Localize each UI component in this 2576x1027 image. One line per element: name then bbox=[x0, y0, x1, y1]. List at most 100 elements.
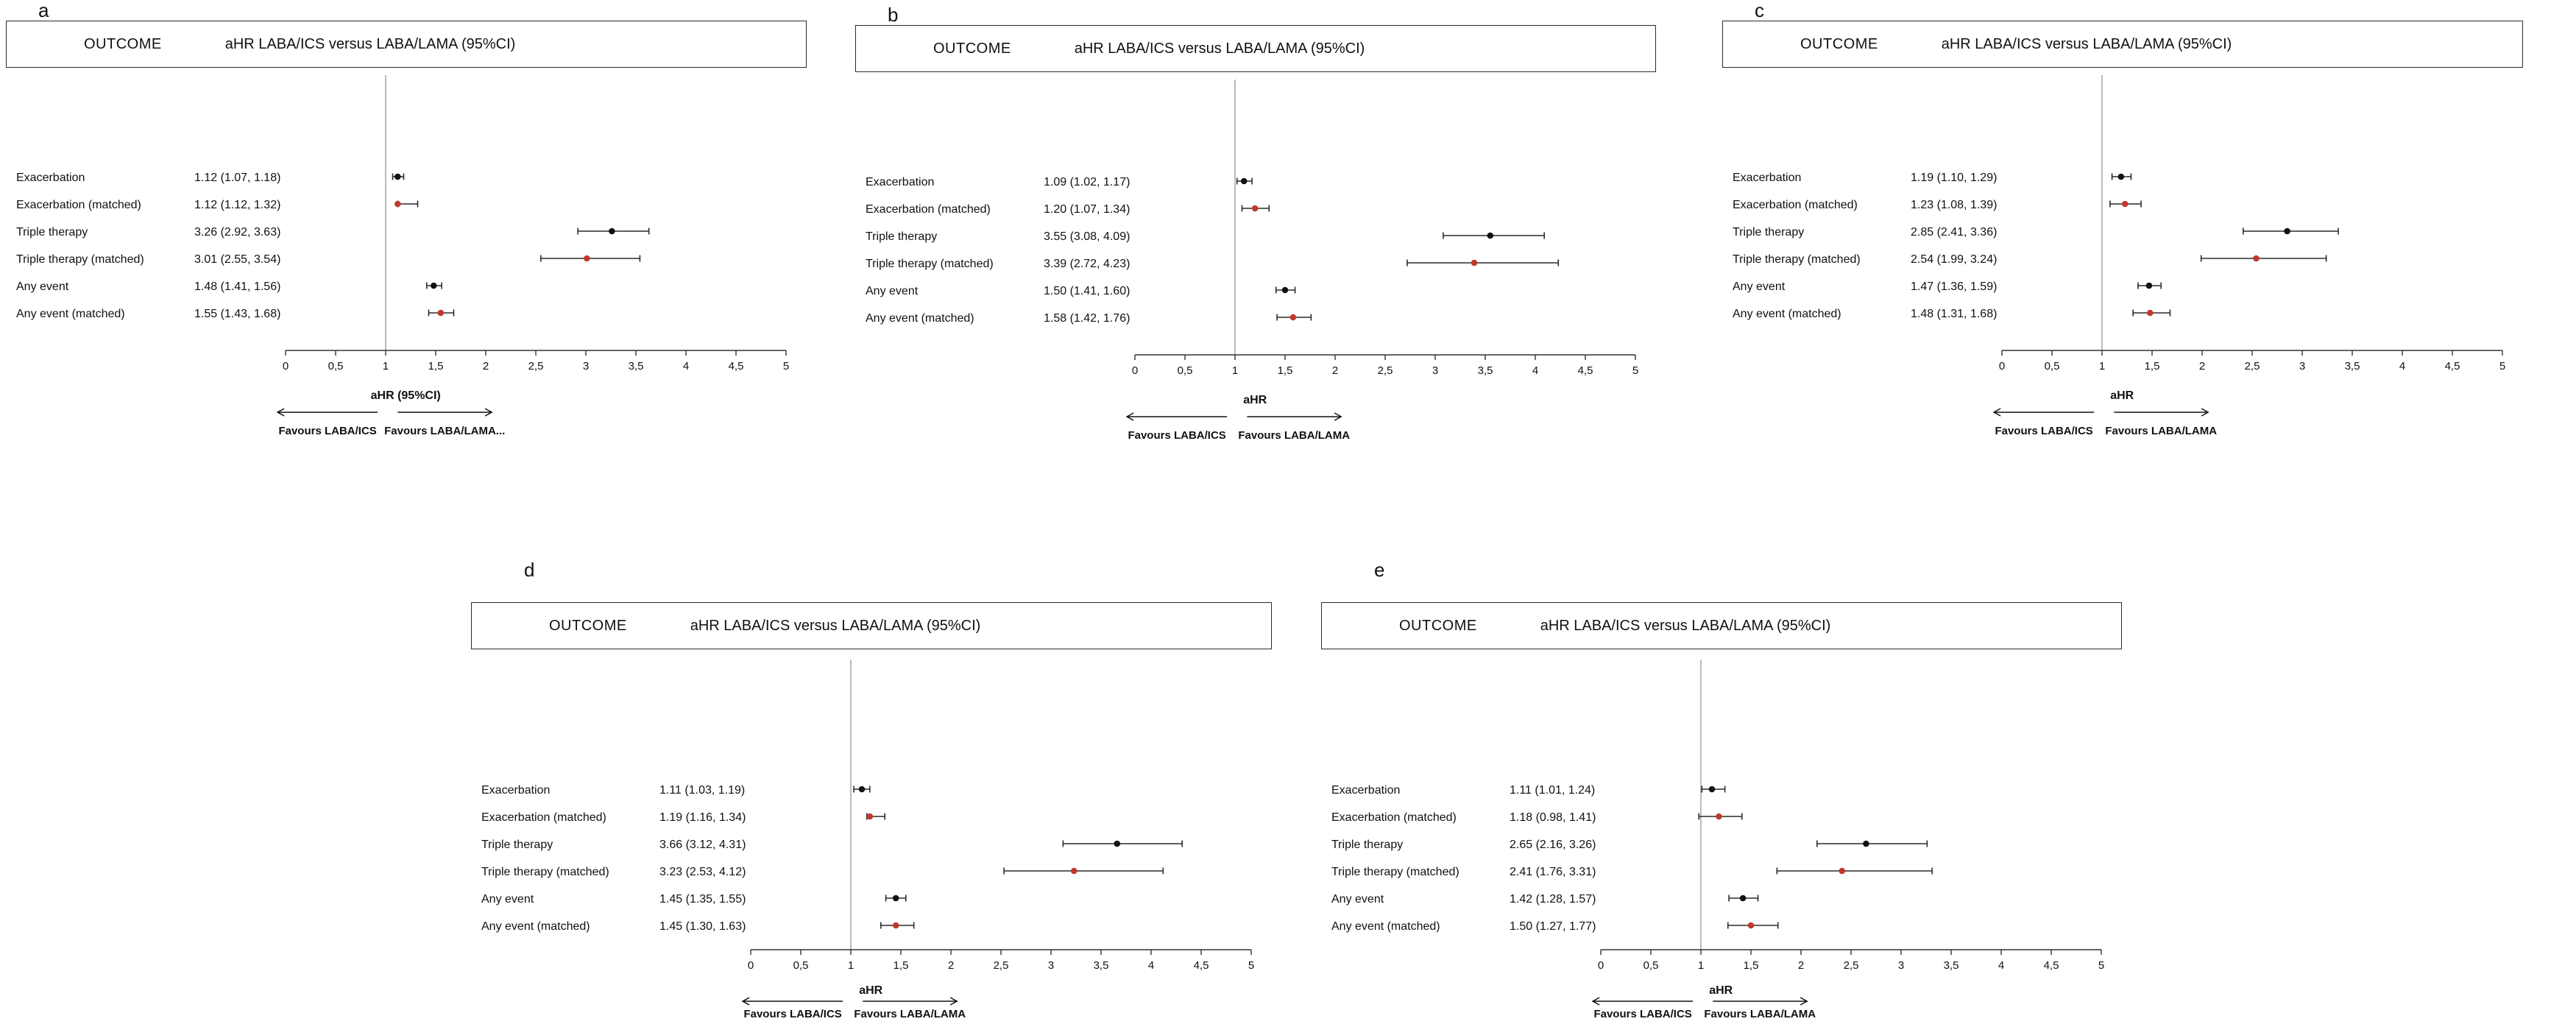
right-arrowhead-icon bbox=[1800, 997, 1808, 1006]
point-marker bbox=[1863, 840, 1869, 847]
x-axis-title: aHR bbox=[1243, 394, 1267, 406]
point-marker bbox=[1114, 840, 1121, 847]
point-marker bbox=[2117, 173, 2125, 180]
x-tick-label: 2,5 bbox=[1378, 364, 1393, 377]
panel-letter-c: c bbox=[1755, 0, 1764, 21]
outcome-label: Any event bbox=[16, 280, 69, 293]
x-tick-label: 1 bbox=[383, 360, 389, 373]
x-axis-title: aHR bbox=[1709, 984, 1733, 997]
forest-row: Triple therapy (matched) 2.54 (1.99, 3.24… bbox=[1733, 253, 2327, 266]
x-tick-label: 2 bbox=[483, 360, 489, 373]
forest-row: Exacerbation (matched) 1.18 (0.98, 1.41) bbox=[1331, 811, 1743, 824]
estimate-text: 1.47 (1.36, 1.59) bbox=[1911, 280, 1997, 293]
x-axis-title: aHR bbox=[2110, 389, 2134, 402]
point-marker bbox=[584, 255, 590, 262]
outcome-header-box: OUTCOME aHR LABA/ICS versus LABA/LAMA (9… bbox=[471, 602, 1272, 649]
estimate-text: 2.85 (2.41, 3.36) bbox=[1911, 226, 1997, 239]
x-tick-label: 3,5 bbox=[1944, 959, 1959, 972]
point-marker bbox=[1281, 286, 1289, 294]
forest-row: Any event (matched) 1.55 (1.43, 1.68) bbox=[16, 308, 455, 320]
point-marker bbox=[1708, 786, 1716, 793]
header-outcome-label: OUTCOME bbox=[1800, 35, 1878, 52]
forest-row: Exacerbation 1.11 (1.03, 1.19) bbox=[481, 784, 871, 797]
outcome-label: Triple therapy (matched) bbox=[16, 253, 144, 266]
estimate-text: 1.11 (1.03, 1.19) bbox=[659, 784, 745, 797]
left-arrowhead-icon bbox=[1125, 412, 1134, 421]
forest-row: Triple therapy (matched) 3.39 (2.72, 4.23… bbox=[866, 258, 1560, 270]
outcome-label: Any event bbox=[866, 285, 919, 297]
x-axis-title: aHR bbox=[859, 984, 882, 997]
x-tick-label: 4,5 bbox=[1578, 364, 1593, 377]
point-marker bbox=[394, 173, 401, 180]
outcome-header-box: OUTCOME aHR LABA/ICS versus LABA/LAMA (9… bbox=[1321, 602, 2122, 649]
panel-d: d OUTCOME aHR LABA/ICS versus LABA/LAMA … bbox=[471, 552, 1325, 1027]
x-tick-label: 0 bbox=[1598, 959, 1604, 972]
outcome-label: Any event (matched) bbox=[481, 920, 590, 933]
outcome-label: Exacerbation bbox=[1733, 172, 1801, 184]
x-tick-label: 1,5 bbox=[894, 959, 909, 972]
estimate-text: 1.42 (1.28, 1.57) bbox=[1510, 893, 1596, 906]
forest-plot-e: Exacerbation 1.11 (1.01, 1.24)Exacerbatio… bbox=[1331, 660, 2104, 1020]
x-tick-label: 2 bbox=[1798, 959, 1804, 972]
outcome-label: Exacerbation (matched) bbox=[866, 203, 991, 216]
estimate-text: 1.09 (1.02, 1.17) bbox=[1044, 176, 1130, 188]
forest-row: Any event 1.47 (1.36, 1.59) bbox=[1733, 280, 2162, 293]
favours-right-label: Favours LABA/LAMA bbox=[1238, 429, 1350, 442]
x-tick-label: 0 bbox=[283, 360, 289, 373]
outcome-label: Triple therapy bbox=[1331, 839, 1403, 851]
panel-b: b OUTCOME aHR LABA/ICS versus LABA/LAMA … bbox=[855, 4, 1709, 479]
estimate-text: 1.48 (1.31, 1.68) bbox=[1911, 308, 1997, 320]
estimate-text: 3.23 (2.53, 4.12) bbox=[659, 866, 746, 878]
outcome-label: Triple therapy (matched) bbox=[1331, 866, 1459, 878]
estimate-text: 1.11 (1.01, 1.24) bbox=[1510, 784, 1595, 797]
x-tick-label: 5 bbox=[2098, 959, 2104, 972]
x-tick-label: 2,5 bbox=[994, 959, 1009, 972]
estimate-text: 1.12 (1.12, 1.32) bbox=[194, 199, 280, 211]
favours-right-label: Favours LABA/LAMA bbox=[2105, 425, 2217, 437]
outcome-label: Exacerbation bbox=[16, 172, 85, 184]
forest-row: Exacerbation (matched) 1.23 (1.08, 1.39) bbox=[1733, 199, 2142, 211]
point-marker bbox=[1289, 314, 1297, 321]
x-tick-label: 3 bbox=[2299, 360, 2305, 373]
x-axis: 0 0,5 1 1,5 2 2,5 3 3,5 4 4,5 5 bbox=[1132, 354, 1638, 377]
x-tick-label: 5 bbox=[1248, 959, 1254, 972]
estimate-text: 1.45 (1.35, 1.55) bbox=[659, 893, 746, 906]
forest-row: Exacerbation (matched) 1.19 (1.16, 1.34) bbox=[481, 811, 886, 824]
favours-left-label: Favours LABA/ICS bbox=[1128, 429, 1225, 442]
estimate-text: 1.50 (1.41, 1.60) bbox=[1044, 285, 1130, 297]
favours-left-label: Favours LABA/ICS bbox=[278, 425, 376, 437]
forest-row: Any event 1.48 (1.41, 1.56) bbox=[16, 280, 442, 293]
header-effect-label: aHR LABA/ICS versus LABA/LAMA (95%CI) bbox=[690, 617, 981, 634]
point-marker bbox=[394, 200, 401, 208]
x-tick-label: 2 bbox=[2199, 360, 2205, 373]
panel-c: c OUTCOME aHR LABA/ICS versus LABA/LAMA … bbox=[1722, 0, 2576, 475]
x-tick-label: 2 bbox=[948, 959, 954, 972]
forest-row: Any event (matched) 1.45 (1.30, 1.63) bbox=[481, 920, 915, 933]
point-marker bbox=[1070, 867, 1078, 875]
outcome-header-box: OUTCOME aHR LABA/ICS versus LABA/LAMA (9… bbox=[1722, 21, 2523, 68]
x-tick-label: 3 bbox=[1898, 959, 1904, 972]
favours-left-label: Favours LABA/ICS bbox=[1593, 1008, 1691, 1020]
x-tick-label: 0,5 bbox=[1178, 364, 1193, 377]
header-outcome-label: OUTCOME bbox=[84, 35, 162, 52]
header-outcome-label: OUTCOME bbox=[933, 40, 1011, 57]
outcome-label: Triple therapy bbox=[866, 230, 937, 243]
forest-row: Exacerbation 1.12 (1.07, 1.18) bbox=[16, 172, 405, 184]
x-tick-label: 3 bbox=[1048, 959, 1054, 972]
outcome-label: Triple therapy bbox=[16, 226, 88, 239]
x-tick-label: 2,5 bbox=[528, 360, 544, 373]
point-marker bbox=[858, 786, 866, 793]
point-marker bbox=[866, 813, 874, 820]
favours-right-label: Favours LABA/LAMA bbox=[1704, 1008, 1816, 1020]
header-effect-label: aHR LABA/ICS versus LABA/LAMA (95%CI) bbox=[1941, 35, 2232, 52]
x-tick-label: 3,5 bbox=[1478, 364, 1493, 377]
point-marker bbox=[2284, 227, 2290, 235]
estimate-text: 1.23 (1.08, 1.39) bbox=[1911, 199, 1997, 211]
forest-row: Triple therapy 3.26 (2.92, 3.63) bbox=[16, 226, 650, 239]
forest-row: Exacerbation (matched) 1.20 (1.07, 1.34) bbox=[866, 203, 1270, 216]
outcome-label: Triple therapy (matched) bbox=[1733, 253, 1861, 266]
left-arrowhead-icon bbox=[276, 408, 285, 417]
left-arrowhead-icon bbox=[1591, 997, 1600, 1006]
estimate-text: 3.55 (3.08, 4.09) bbox=[1044, 230, 1130, 243]
outcome-label: Exacerbation bbox=[866, 176, 934, 188]
